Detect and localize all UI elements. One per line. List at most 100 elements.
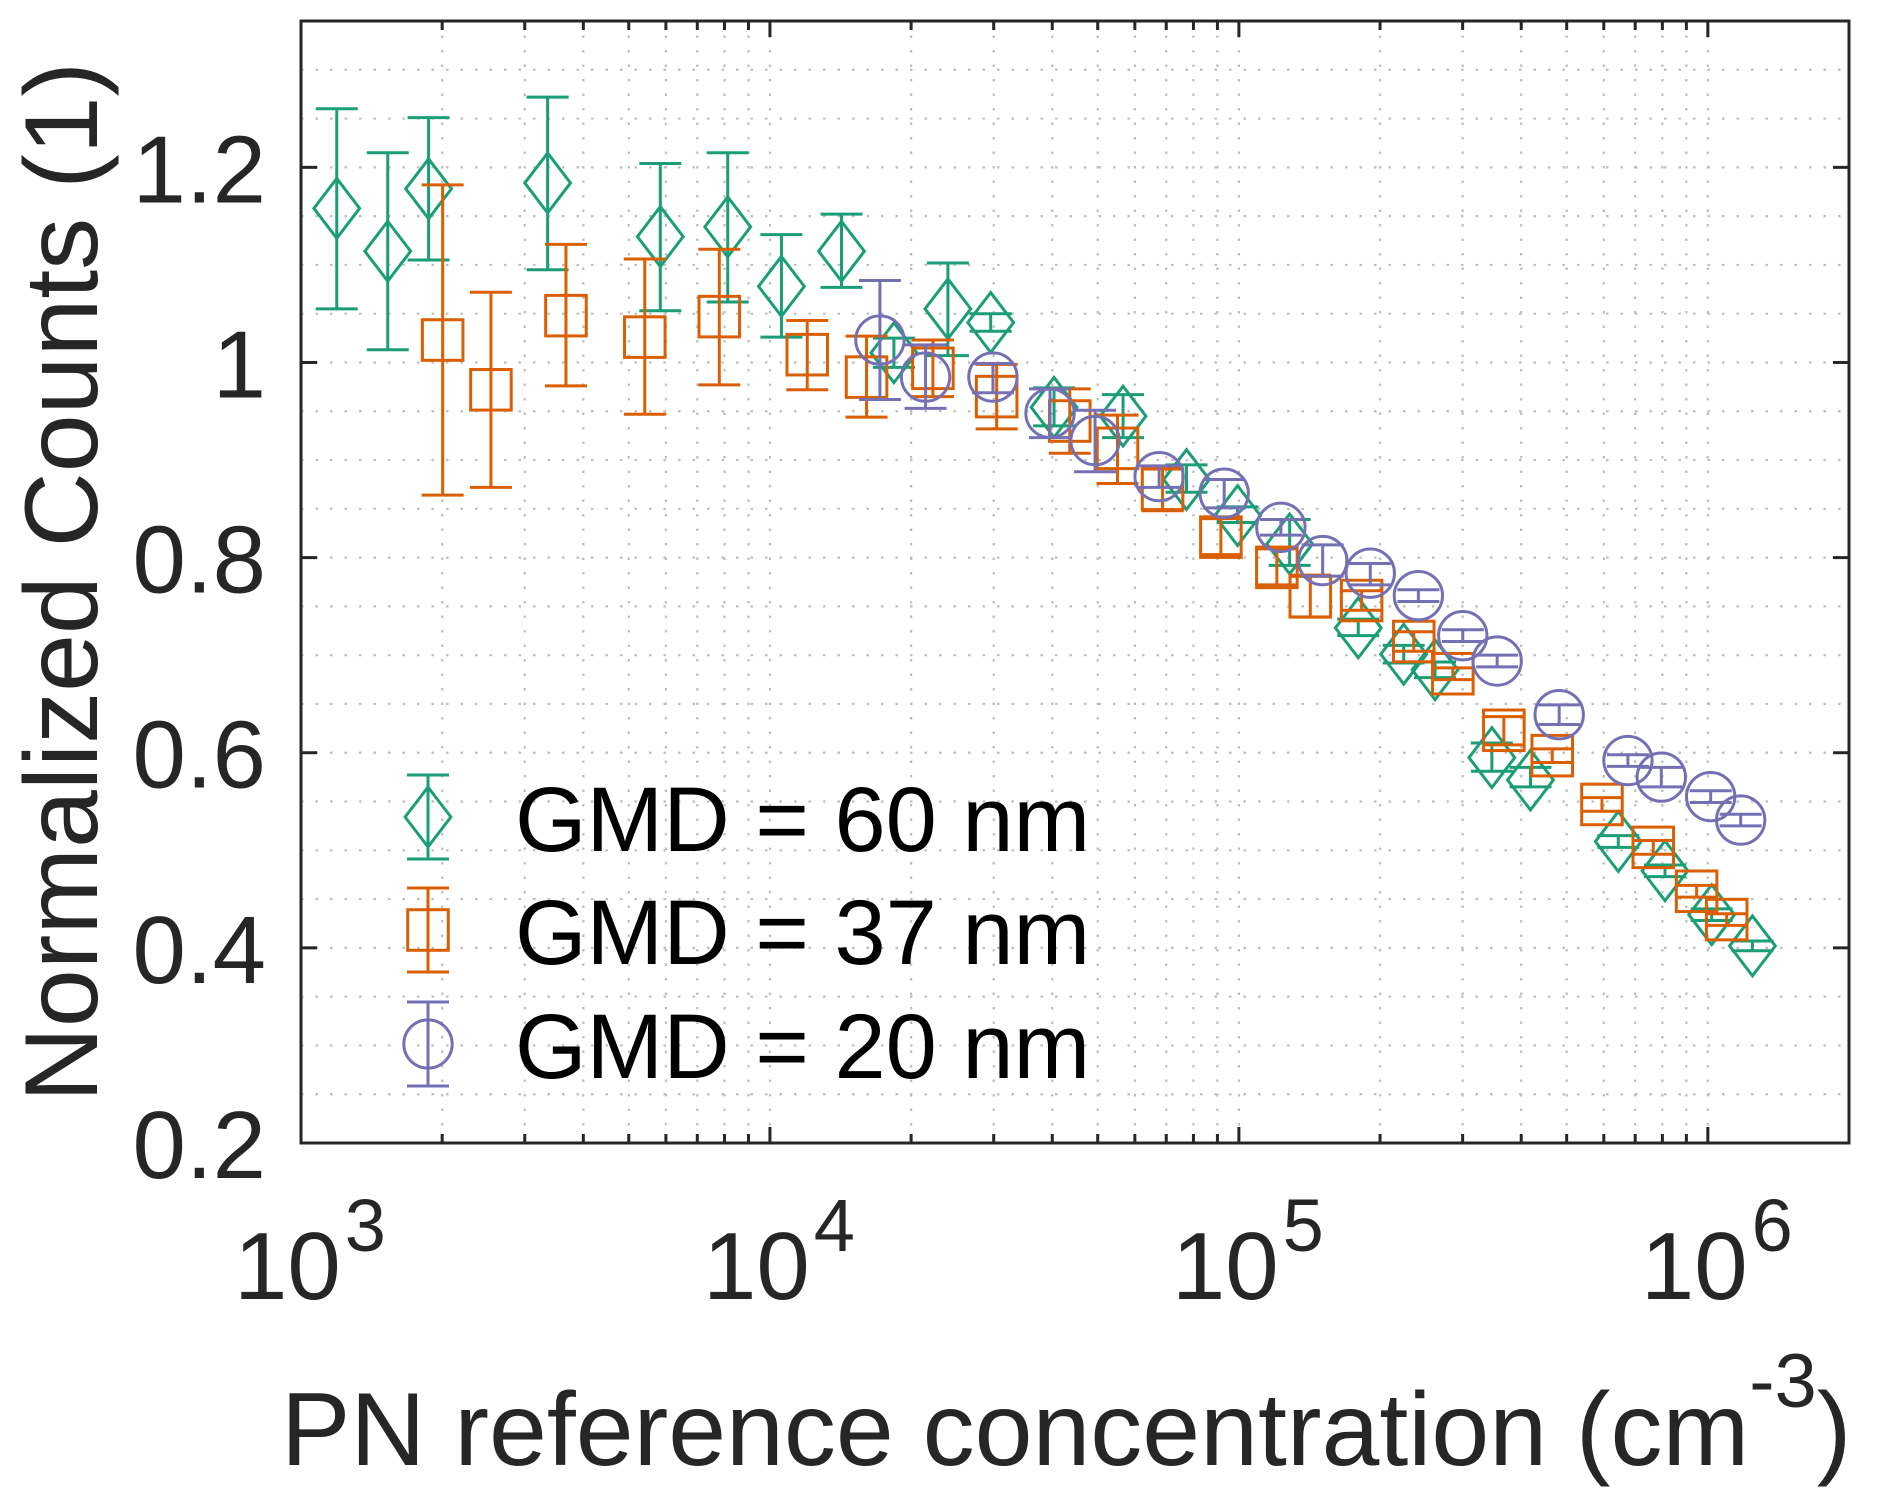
data-point <box>1392 569 1445 622</box>
square-marker <box>1140 467 1185 512</box>
x-tick-label: 103 <box>234 1184 386 1320</box>
circle-marker <box>1024 387 1076 439</box>
legend-item-gmd-37[interactable]: GMD = 37 nm <box>406 882 1090 984</box>
legend-item-gmd-60[interactable]: GMD = 60 nm <box>403 769 1090 871</box>
circle-marker <box>1533 689 1585 741</box>
square-marker <box>623 315 667 359</box>
data-point <box>816 212 867 289</box>
diamond-marker <box>1378 621 1429 687</box>
y-axis-title: Normalized Counts (1) <box>4 62 120 1102</box>
circle-marker <box>1437 609 1489 662</box>
data-point <box>869 320 919 386</box>
legend-label: GMD = 60 nm <box>515 769 1090 871</box>
circle-marker <box>1635 751 1687 803</box>
data-point <box>1391 619 1436 664</box>
circle-marker <box>1344 547 1396 599</box>
data-point <box>1533 689 1585 741</box>
diamond-marker <box>403 784 453 850</box>
y-tick-label: 0.8 <box>133 507 266 614</box>
data-point <box>1069 408 1121 474</box>
diamond-marker <box>522 150 573 216</box>
square-marker <box>406 908 450 952</box>
legend-marker-square <box>406 886 450 974</box>
x-tick-label-base: 10 <box>1641 1213 1748 1320</box>
square-marker <box>1339 578 1384 623</box>
circle-marker <box>1714 794 1767 846</box>
data-point <box>1467 725 1517 790</box>
diamond-marker <box>403 156 454 222</box>
x-tick-label-exponent: 3 <box>345 1184 386 1267</box>
data-point <box>899 343 952 410</box>
circle-marker <box>1392 569 1445 622</box>
data-point <box>522 95 573 272</box>
circle-marker <box>1198 467 1250 519</box>
diamond-marker <box>1505 747 1556 813</box>
data-point <box>967 351 1019 403</box>
square-marker <box>1431 651 1475 696</box>
x-tick-label: 105 <box>1172 1184 1324 1320</box>
circle-marker <box>1602 734 1654 787</box>
diamond-marker <box>816 218 867 284</box>
data-point <box>635 161 686 313</box>
data-point <box>544 242 588 388</box>
data-point <box>1255 545 1299 590</box>
data-point <box>1530 733 1575 778</box>
x-axis-title-superscript: -3 <box>1749 1339 1817 1424</box>
data-point <box>420 183 465 497</box>
diamond-marker <box>1098 383 1148 449</box>
data-point <box>1255 501 1307 554</box>
y-tick-label: 0.2 <box>133 1092 266 1199</box>
data-point <box>1471 635 1523 687</box>
circle-marker <box>967 351 1019 403</box>
data-point <box>974 362 1019 431</box>
x-tick-label-base: 10 <box>703 1213 810 1320</box>
square-marker <box>1255 545 1299 590</box>
diamond-marker <box>702 194 753 260</box>
data-point <box>1339 578 1384 623</box>
legend-item-gmd-20[interactable]: GMD = 20 nm <box>402 996 1090 1098</box>
data-point <box>623 257 667 416</box>
data-point <box>1024 387 1076 440</box>
legend-label: GMD = 37 nm <box>515 882 1090 984</box>
x-tick-labels: 103 104 105 106 <box>234 1184 1793 1320</box>
data-point <box>1378 621 1429 687</box>
square-marker <box>1631 825 1676 870</box>
x-tick-label-base: 10 <box>234 1213 341 1320</box>
data-point <box>403 116 454 262</box>
data-point <box>1482 708 1526 753</box>
x-tick-label-exponent: 5 <box>1283 1184 1324 1267</box>
diamond-marker <box>1333 595 1384 661</box>
data-point <box>1344 547 1396 599</box>
x-axis-title-main: PN reference concentration (cm <box>281 1372 1749 1488</box>
data-point <box>1635 751 1687 803</box>
circle-marker <box>1069 414 1121 467</box>
diamond-marker <box>1727 913 1778 979</box>
axis-ticks <box>301 21 1851 1145</box>
diamond-marker <box>1410 637 1460 703</box>
data-point <box>362 151 413 352</box>
x-tick-label: 106 <box>1641 1184 1793 1320</box>
data-point <box>965 290 1016 355</box>
square-marker <box>1482 708 1526 753</box>
y-tick-label: 1.2 <box>133 116 266 223</box>
square-marker <box>1704 897 1749 942</box>
circle-marker <box>1255 501 1307 554</box>
x-axis-title-suffix: ) <box>1817 1372 1852 1488</box>
square-marker <box>844 355 889 399</box>
data-point <box>1133 450 1185 503</box>
circle-marker <box>854 314 906 366</box>
circle-marker <box>402 1018 454 1070</box>
circle-marker <box>1471 635 1523 687</box>
diamond-marker <box>1686 882 1737 948</box>
data-point <box>1198 467 1250 519</box>
data-point <box>702 151 753 304</box>
x-axis-title: PN reference concentration (cm-3) <box>281 1339 1851 1488</box>
data-point <box>1580 782 1624 827</box>
square-marker <box>1530 733 1575 778</box>
y-tick-label: 0.4 <box>133 897 266 1004</box>
diamond-marker <box>1640 838 1690 904</box>
legend-marker-circle <box>402 1000 454 1088</box>
y-tick-labels: 0.2 0.4 0.6 0.8 1 1.2 <box>133 116 266 1199</box>
diamond-marker <box>1212 483 1263 549</box>
